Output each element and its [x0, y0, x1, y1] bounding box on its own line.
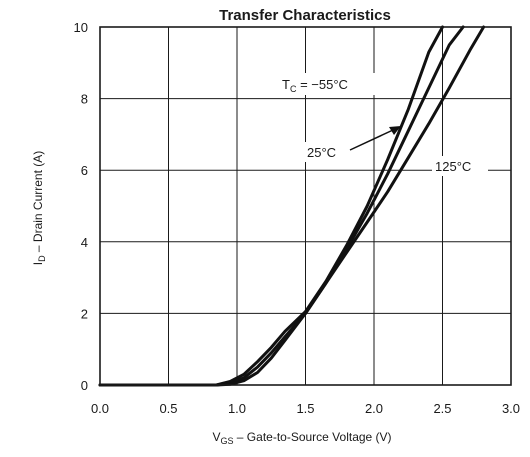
y-tick-label: 10 — [74, 20, 88, 35]
y-tick-label: 4 — [81, 235, 88, 250]
y-tick-label: 8 — [81, 92, 88, 107]
y-tick-label: 0 — [81, 378, 88, 393]
annotation-bg-25 — [304, 142, 352, 162]
annotation-125c: 125°C — [435, 159, 471, 174]
annotations: TC = −55°C 25°C 125°C — [276, 73, 488, 176]
x-tick-label: 3.0 — [502, 401, 520, 416]
annotation-minus55c: TC = −55°C — [282, 77, 348, 94]
annotation-arrow-head — [389, 126, 401, 135]
x-tick-label: 0.5 — [159, 401, 177, 416]
x-tick-label: 2.0 — [365, 401, 383, 416]
series-line-0 — [98, 25, 444, 387]
x-tick-label: 0.0 — [91, 401, 109, 416]
series-line-2 — [98, 25, 486, 387]
annotation-arrow-shaft — [349, 129, 394, 151]
x-tick-labels: 0.0 0.5 1.0 1.5 2.0 2.5 3.0 — [91, 401, 520, 416]
annotation-25c: 25°C — [307, 145, 336, 160]
x-tick-label: 1.0 — [228, 401, 246, 416]
annotation-bg-minus55 — [276, 73, 378, 95]
x-tick-label: 2.5 — [433, 401, 451, 416]
plot-frame — [99, 26, 512, 386]
annotation-bg-125 — [432, 156, 488, 176]
x-axis-label: VGS – Gate-to-Source Voltage (V) — [212, 430, 391, 446]
y-tick-label: 2 — [81, 306, 88, 321]
y-axis-label: ID – Drain Current (A) — [31, 151, 47, 266]
chart-title: Transfer Characteristics — [219, 7, 391, 24]
y-tick-labels: 0 2 4 6 8 10 — [74, 20, 88, 393]
x-tick-label: 1.5 — [296, 401, 314, 416]
curves — [98, 25, 486, 387]
y-tick-label: 6 — [81, 163, 88, 178]
